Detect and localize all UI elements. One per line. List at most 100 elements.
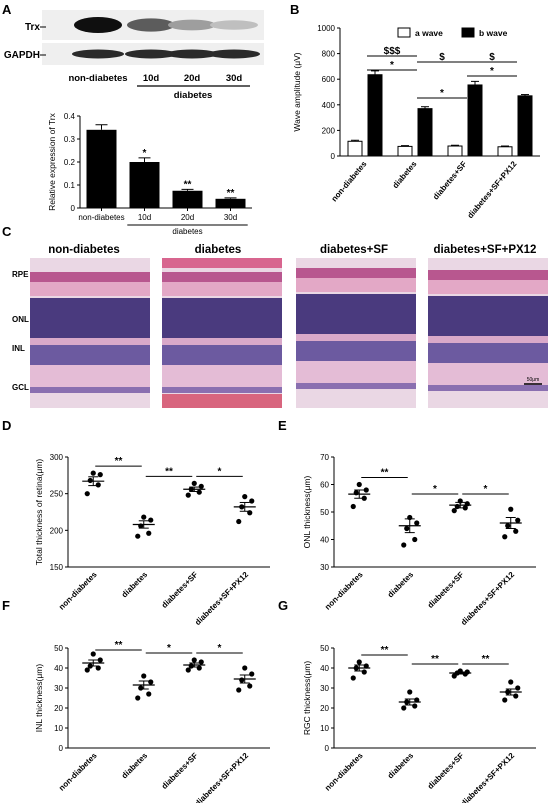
layer-inl	[296, 341, 416, 361]
x-label-diabetes-sf-px12: diabetes+SF+PX12	[466, 159, 519, 220]
bar-b-wave-non-diabetes	[367, 74, 383, 157]
y-tick-label-1: 10	[320, 724, 329, 733]
panel-label-b: B	[290, 2, 299, 17]
layer-label-gcl: GCL	[12, 383, 29, 392]
bar-b-wave-diabetes-sf	[467, 84, 483, 157]
sig-label-2: *	[484, 484, 488, 495]
point-diabetes-sf-px12-4	[508, 506, 514, 512]
blot-band-trx-0	[74, 17, 122, 33]
point-non-diabetes-0	[350, 675, 356, 681]
point-diabetes-sf-px12-3	[515, 685, 521, 691]
x-label-diabetes-sf: diabetes+SF	[426, 570, 466, 610]
bar-a-wave-diabetes-sf	[447, 145, 463, 157]
sig-label-1: **	[431, 654, 439, 665]
y-tick-label-3: 0.3	[64, 135, 76, 144]
y-tick-label-1: 10	[54, 724, 63, 733]
sig-label-3: $	[439, 52, 445, 63]
layer-ipl	[30, 365, 150, 387]
point-diabetes-2	[404, 525, 410, 532]
bar-a-wave-diabetes-sf-px12	[497, 146, 513, 157]
panel-label-a: A	[2, 2, 12, 17]
y-tick-label-4: 800	[322, 50, 336, 59]
point-diabetes-sf-3	[198, 659, 204, 665]
y-tick-label-3: 600	[322, 75, 336, 84]
y-tick-label-1: 0.1	[64, 181, 76, 190]
point-non-diabetes-0	[350, 503, 356, 510]
point-non-diabetes-2	[87, 477, 93, 484]
point-non-diabetes-4	[90, 470, 96, 476]
sig-label-2: *	[218, 466, 222, 477]
layer-photoreceptor	[162, 282, 282, 296]
sig-label-0: **	[115, 456, 123, 467]
point-diabetes-0	[401, 705, 407, 711]
y-axis-label: ONL thickness(μm)	[302, 476, 312, 549]
point-diabetes-4	[141, 514, 147, 520]
point-diabetes-sf-0	[185, 667, 191, 673]
layer-inl	[30, 345, 150, 365]
chart-g-rgc-thickness: 0 10 20 30 40 50 RGC thickness(μm) non-diabetes…	[302, 644, 536, 803]
point-diabetes-sf-2	[188, 663, 194, 669]
blot-row-trx: Trx	[25, 22, 40, 33]
point-non-diabetes-1	[95, 665, 101, 671]
chart-e-onl-thickness: 30 40 50 60 70 ONL thickness(μm) non-diabetes d…	[302, 453, 536, 627]
sig-label-1: *	[390, 60, 394, 71]
blot-lane-30d: 30d	[226, 73, 243, 84]
layer-inl	[162, 345, 282, 365]
y-axis-label: Total thickness of retina(μm)	[34, 459, 44, 566]
point-diabetes-sf-px12-2	[239, 677, 245, 683]
layer-opl	[428, 336, 548, 343]
blot-band-gapdh-1	[125, 49, 177, 59]
y-tick-label-5: 50	[54, 644, 63, 653]
x-label-diabetes: diabetes	[391, 159, 419, 190]
point-diabetes-sf-px12-0	[502, 697, 508, 703]
x-label-non-diabetes: non-diabetes	[57, 570, 99, 612]
point-diabetes-sf-px12-3	[249, 671, 255, 677]
layer-onl	[30, 298, 150, 338]
y-tick-label-2: 20	[54, 704, 63, 713]
x-label-10d: 10d	[138, 213, 151, 222]
layer-gcl	[296, 383, 416, 389]
layer-onl	[296, 294, 416, 334]
blot-band-gapdh-2	[166, 49, 218, 59]
layer-rpe	[162, 272, 282, 282]
point-diabetes-1	[146, 691, 152, 697]
point-diabetes-sf-px12-0	[236, 687, 242, 693]
point-non-diabetes-3	[363, 487, 369, 493]
y-axis-label: RGC thickness(μm)	[302, 661, 312, 735]
x-label-diabetes: diabetes	[386, 751, 416, 781]
layer-onl	[428, 296, 548, 336]
point-diabetes-sf-1	[196, 665, 202, 671]
point-diabetes-sf-px12-3	[249, 498, 255, 504]
point-diabetes-1	[146, 530, 152, 536]
blot-band-trx-2	[168, 19, 216, 31]
point-diabetes-0	[135, 533, 141, 539]
layer-gcl	[428, 385, 548, 391]
point-diabetes-sf-px12-1	[247, 683, 253, 689]
layer-photoreceptor	[296, 278, 416, 292]
x-label-non-diabetes: non-diabetes	[78, 213, 124, 222]
point-diabetes-sf-px12-3	[515, 517, 521, 523]
panel-label-f: F	[2, 598, 10, 613]
chart-b-wave-amplitude: 0 200 400 600 800 1000 Wave amplitude (μV) non-…	[292, 24, 540, 220]
y-tick-label-1: 200	[322, 126, 336, 135]
y-tick-label-3: 300	[50, 453, 64, 462]
bar-a-wave-diabetes	[397, 145, 413, 157]
layer-label-onl: ONL	[12, 315, 29, 324]
sig-mark-1: *	[143, 148, 147, 159]
x-label-30d: 30d	[224, 213, 237, 222]
y-tick-label-1: 200	[50, 526, 64, 535]
layer-rpe	[30, 272, 150, 282]
sig-label-5: *	[490, 66, 494, 77]
scale-bar-label: 50μm	[527, 377, 540, 383]
point-non-diabetes-4	[356, 659, 362, 665]
vitreous-tissue	[162, 394, 282, 408]
point-diabetes-sf-px12-0	[502, 534, 508, 540]
layer-opl	[30, 338, 150, 345]
layer-ipl	[428, 363, 548, 385]
x-label-non-diabetes: non-diabetes	[323, 570, 365, 612]
y-tick-label-4: 0.4	[64, 112, 76, 121]
sig-mark-2: **	[184, 179, 192, 190]
point-diabetes-sf-4	[191, 657, 197, 663]
x-label-diabetes: diabetes	[386, 570, 416, 600]
